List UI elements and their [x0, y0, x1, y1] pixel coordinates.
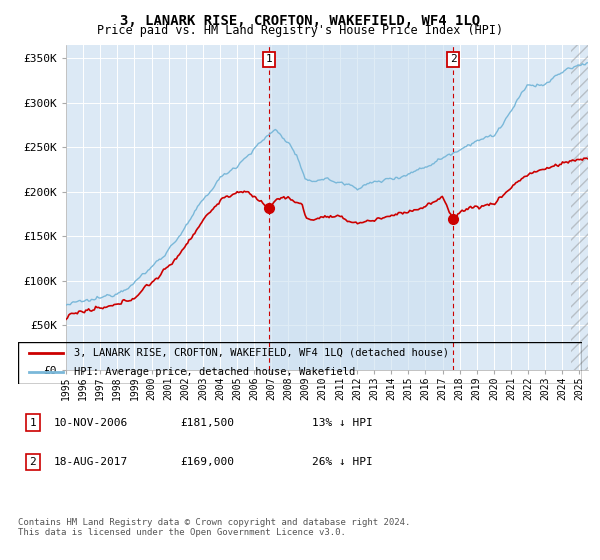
Bar: [571, 45, 588, 370]
Text: 1: 1: [29, 418, 37, 428]
Text: 1: 1: [266, 54, 272, 64]
Text: £169,000: £169,000: [180, 457, 234, 467]
Text: 26% ↓ HPI: 26% ↓ HPI: [312, 457, 373, 467]
Text: Price paid vs. HM Land Registry's House Price Index (HPI): Price paid vs. HM Land Registry's House …: [97, 24, 503, 37]
Text: 18-AUG-2017: 18-AUG-2017: [54, 457, 128, 467]
Text: 13% ↓ HPI: 13% ↓ HPI: [312, 418, 373, 428]
Text: Contains HM Land Registry data © Crown copyright and database right 2024.
This d: Contains HM Land Registry data © Crown c…: [18, 518, 410, 538]
Text: 2: 2: [450, 54, 457, 64]
Text: 3, LANARK RISE, CROFTON, WAKEFIELD, WF4 1LQ: 3, LANARK RISE, CROFTON, WAKEFIELD, WF4 …: [120, 14, 480, 28]
Text: HPI: Average price, detached house, Wakefield: HPI: Average price, detached house, Wake…: [74, 367, 356, 377]
Bar: [269, 45, 454, 370]
Text: 10-NOV-2006: 10-NOV-2006: [54, 418, 128, 428]
Text: 3, LANARK RISE, CROFTON, WAKEFIELD, WF4 1LQ (detached house): 3, LANARK RISE, CROFTON, WAKEFIELD, WF4 …: [74, 348, 449, 358]
Text: 2: 2: [29, 457, 37, 467]
Text: £181,500: £181,500: [180, 418, 234, 428]
